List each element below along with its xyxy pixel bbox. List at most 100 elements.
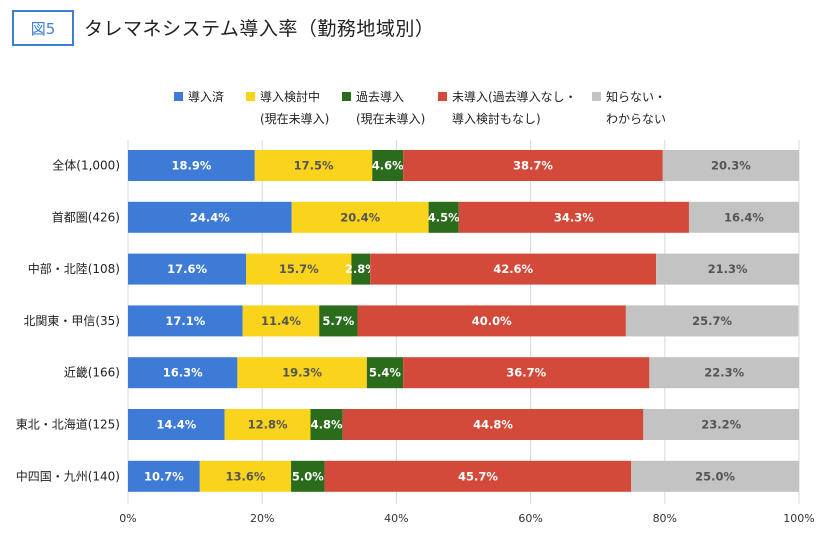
legend-label-line2: 導入検討もなし) (452, 112, 541, 126)
x-tick-label: 40% (384, 512, 408, 525)
bar-segment (342, 409, 644, 440)
data-label: 42.6% (493, 262, 533, 276)
bar-segment (324, 460, 632, 492)
category-label: 東北・北海道(125) (16, 417, 120, 432)
legend-label: 知らない・ (606, 90, 667, 104)
data-label: 14.4% (156, 418, 196, 432)
bar-segment (199, 460, 292, 492)
data-label: 20.3% (711, 159, 751, 173)
bar-segment (625, 305, 799, 337)
category-label: 全体(1,000) (52, 158, 120, 173)
bar-segment (291, 201, 429, 233)
legend-label: 導入検討中 (260, 90, 321, 104)
figure-number-badge: 図5 (12, 10, 74, 46)
bar-segment (366, 357, 404, 389)
legend-swatch (174, 92, 183, 101)
data-label: 5.0% (292, 469, 324, 483)
bar-segment (310, 409, 343, 440)
data-label: 16.3% (163, 366, 203, 380)
bar-segment (319, 305, 358, 337)
bar-segment (224, 409, 311, 440)
category-label: 中四国・九州(140) (16, 468, 120, 483)
category-label: 近畿(166) (64, 366, 120, 380)
legend-label: 導入済 (188, 90, 225, 104)
bar-segment (656, 253, 799, 285)
data-label: 44.8% (473, 418, 513, 432)
bar-segment (128, 201, 292, 233)
data-label: 5.4% (369, 366, 401, 380)
data-label: 17.5% (294, 159, 334, 173)
legend-swatch (592, 92, 601, 101)
bar-segment (242, 305, 320, 337)
data-label: 17.6% (167, 262, 207, 276)
legend-label-line2: (現在未導入) (356, 112, 426, 126)
bar-segment (428, 201, 459, 233)
bar-segment (291, 460, 325, 492)
data-label: 4.8% (311, 418, 343, 432)
bar-segment (688, 201, 799, 233)
data-label: 4.5% (428, 210, 460, 224)
category-label: 北関東・甲信(35) (23, 314, 120, 328)
data-label: 13.6% (225, 469, 265, 483)
x-tick-label: 20% (250, 512, 274, 525)
chart-title: タレマネシステム導入率（勤務地域別） (84, 18, 435, 40)
data-label: 36.7% (506, 366, 546, 380)
category-label: 中部・北陸(108) (28, 261, 120, 276)
bar-segment (403, 150, 663, 181)
bar-segment (128, 357, 238, 389)
bar-segment (372, 150, 404, 181)
data-label: 18.9% (171, 159, 211, 173)
legend-label: 未導入(過去導入なし・ (452, 90, 577, 104)
x-tick-label: 0% (119, 512, 136, 525)
bar-segment (128, 305, 243, 337)
bar-segment (128, 409, 225, 440)
bar-segment (128, 253, 247, 285)
bar-segment (458, 201, 689, 233)
bar-segment (254, 150, 373, 181)
bar-segment (643, 409, 799, 440)
data-label: 23.2% (701, 418, 741, 432)
data-label: 12.8% (248, 418, 288, 432)
bar-segment (246, 253, 352, 285)
legend-label-line2: わからない (606, 112, 667, 126)
data-label: 20.4% (340, 210, 380, 224)
category-label: 首都圏(426) (52, 210, 120, 224)
bar-segment (357, 305, 626, 337)
legend-swatch (246, 92, 255, 101)
data-label: 4.6% (372, 159, 404, 173)
data-label: 25.0% (695, 469, 735, 483)
bar-segment (237, 357, 367, 389)
data-label: 2.8% (345, 262, 377, 276)
data-label: 19.3% (282, 366, 322, 380)
data-label: 21.3% (708, 262, 748, 276)
bar-segment (403, 357, 650, 389)
legend-label: 過去導入 (356, 90, 405, 104)
x-tick-label: 80% (653, 512, 677, 525)
data-label: 22.3% (704, 366, 744, 380)
bar-segment (128, 150, 255, 181)
legend-swatch (438, 92, 447, 101)
data-label: 45.7% (458, 469, 498, 483)
data-label: 25.7% (692, 314, 732, 328)
bar-segment (649, 357, 799, 389)
x-tick-label: 60% (518, 512, 542, 525)
data-label: 10.7% (144, 469, 184, 483)
bar-segment (631, 460, 799, 492)
legend-swatch (342, 92, 351, 101)
data-label: 34.3% (554, 210, 594, 224)
bar-segment (370, 253, 657, 285)
data-label: 38.7% (513, 159, 553, 173)
legend-label-line2: (現在未導入) (260, 112, 330, 126)
data-label: 15.7% (279, 262, 319, 276)
bar-segment (662, 150, 799, 181)
data-label: 16.4% (724, 210, 764, 224)
bar-segment (351, 253, 371, 285)
data-label: 11.4% (261, 314, 301, 328)
bar-segment (128, 460, 200, 492)
data-label: 5.7% (322, 314, 354, 328)
data-label: 24.4% (190, 210, 230, 224)
data-label: 40.0% (472, 314, 512, 328)
x-tick-label: 100% (783, 512, 814, 525)
data-label: 17.1% (165, 314, 205, 328)
